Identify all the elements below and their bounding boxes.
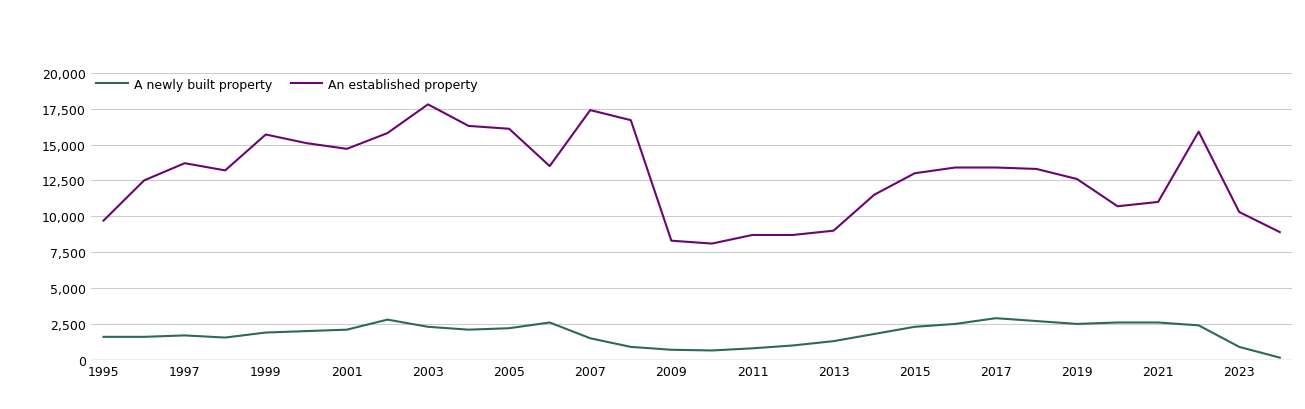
A newly built property (258, 330, 274, 335)
An established property (1069, 177, 1084, 182)
An established property (258, 133, 274, 137)
A newly built property (299, 329, 315, 334)
An established property (1191, 130, 1207, 135)
A newly built property (705, 348, 720, 353)
A newly built property (1109, 320, 1125, 325)
A newly built property (947, 321, 963, 326)
An established property (826, 229, 842, 234)
An established property (95, 218, 111, 223)
A newly built property (420, 325, 436, 330)
Legend: A newly built property, An established property: A newly built property, An established p… (91, 74, 483, 97)
A newly built property (339, 327, 355, 332)
A newly built property (867, 332, 882, 337)
A newly built property (542, 320, 557, 325)
A newly built property (1232, 344, 1248, 349)
An established property (705, 241, 720, 246)
A newly built property (622, 344, 638, 349)
A newly built property (176, 333, 192, 338)
A newly built property (1150, 320, 1165, 325)
A newly built property (218, 335, 234, 340)
An established property (1109, 204, 1125, 209)
A newly built property (95, 335, 111, 339)
An established property (786, 233, 801, 238)
A newly built property (1272, 355, 1288, 360)
A newly built property (907, 325, 923, 330)
An established property (380, 131, 395, 136)
An established property (1232, 210, 1248, 215)
An established property (136, 178, 151, 183)
A newly built property (501, 326, 517, 331)
An established property (501, 127, 517, 132)
An established property (176, 161, 192, 166)
An established property (745, 233, 761, 238)
An established property (461, 124, 476, 129)
An established property (622, 119, 638, 124)
A newly built property (1191, 323, 1207, 328)
A newly built property (136, 335, 151, 339)
An established property (947, 166, 963, 171)
An established property (582, 108, 598, 113)
An established property (1272, 230, 1288, 235)
A newly built property (663, 348, 679, 353)
An established property (420, 103, 436, 108)
An established property (867, 193, 882, 198)
A newly built property (1069, 321, 1084, 326)
An established property (1150, 200, 1165, 205)
Line: An established property: An established property (103, 105, 1280, 244)
An established property (1028, 167, 1044, 172)
A newly built property (988, 316, 1004, 321)
A newly built property (380, 317, 395, 322)
A newly built property (786, 343, 801, 348)
A newly built property (461, 327, 476, 332)
An established property (542, 164, 557, 169)
A newly built property (745, 346, 761, 351)
An established property (663, 238, 679, 243)
An established property (907, 171, 923, 176)
An established property (218, 169, 234, 173)
An established property (339, 147, 355, 152)
An established property (988, 166, 1004, 171)
Line: A newly built property: A newly built property (103, 318, 1280, 358)
A newly built property (826, 339, 842, 344)
A newly built property (1028, 319, 1044, 324)
A newly built property (582, 336, 598, 341)
An established property (299, 141, 315, 146)
